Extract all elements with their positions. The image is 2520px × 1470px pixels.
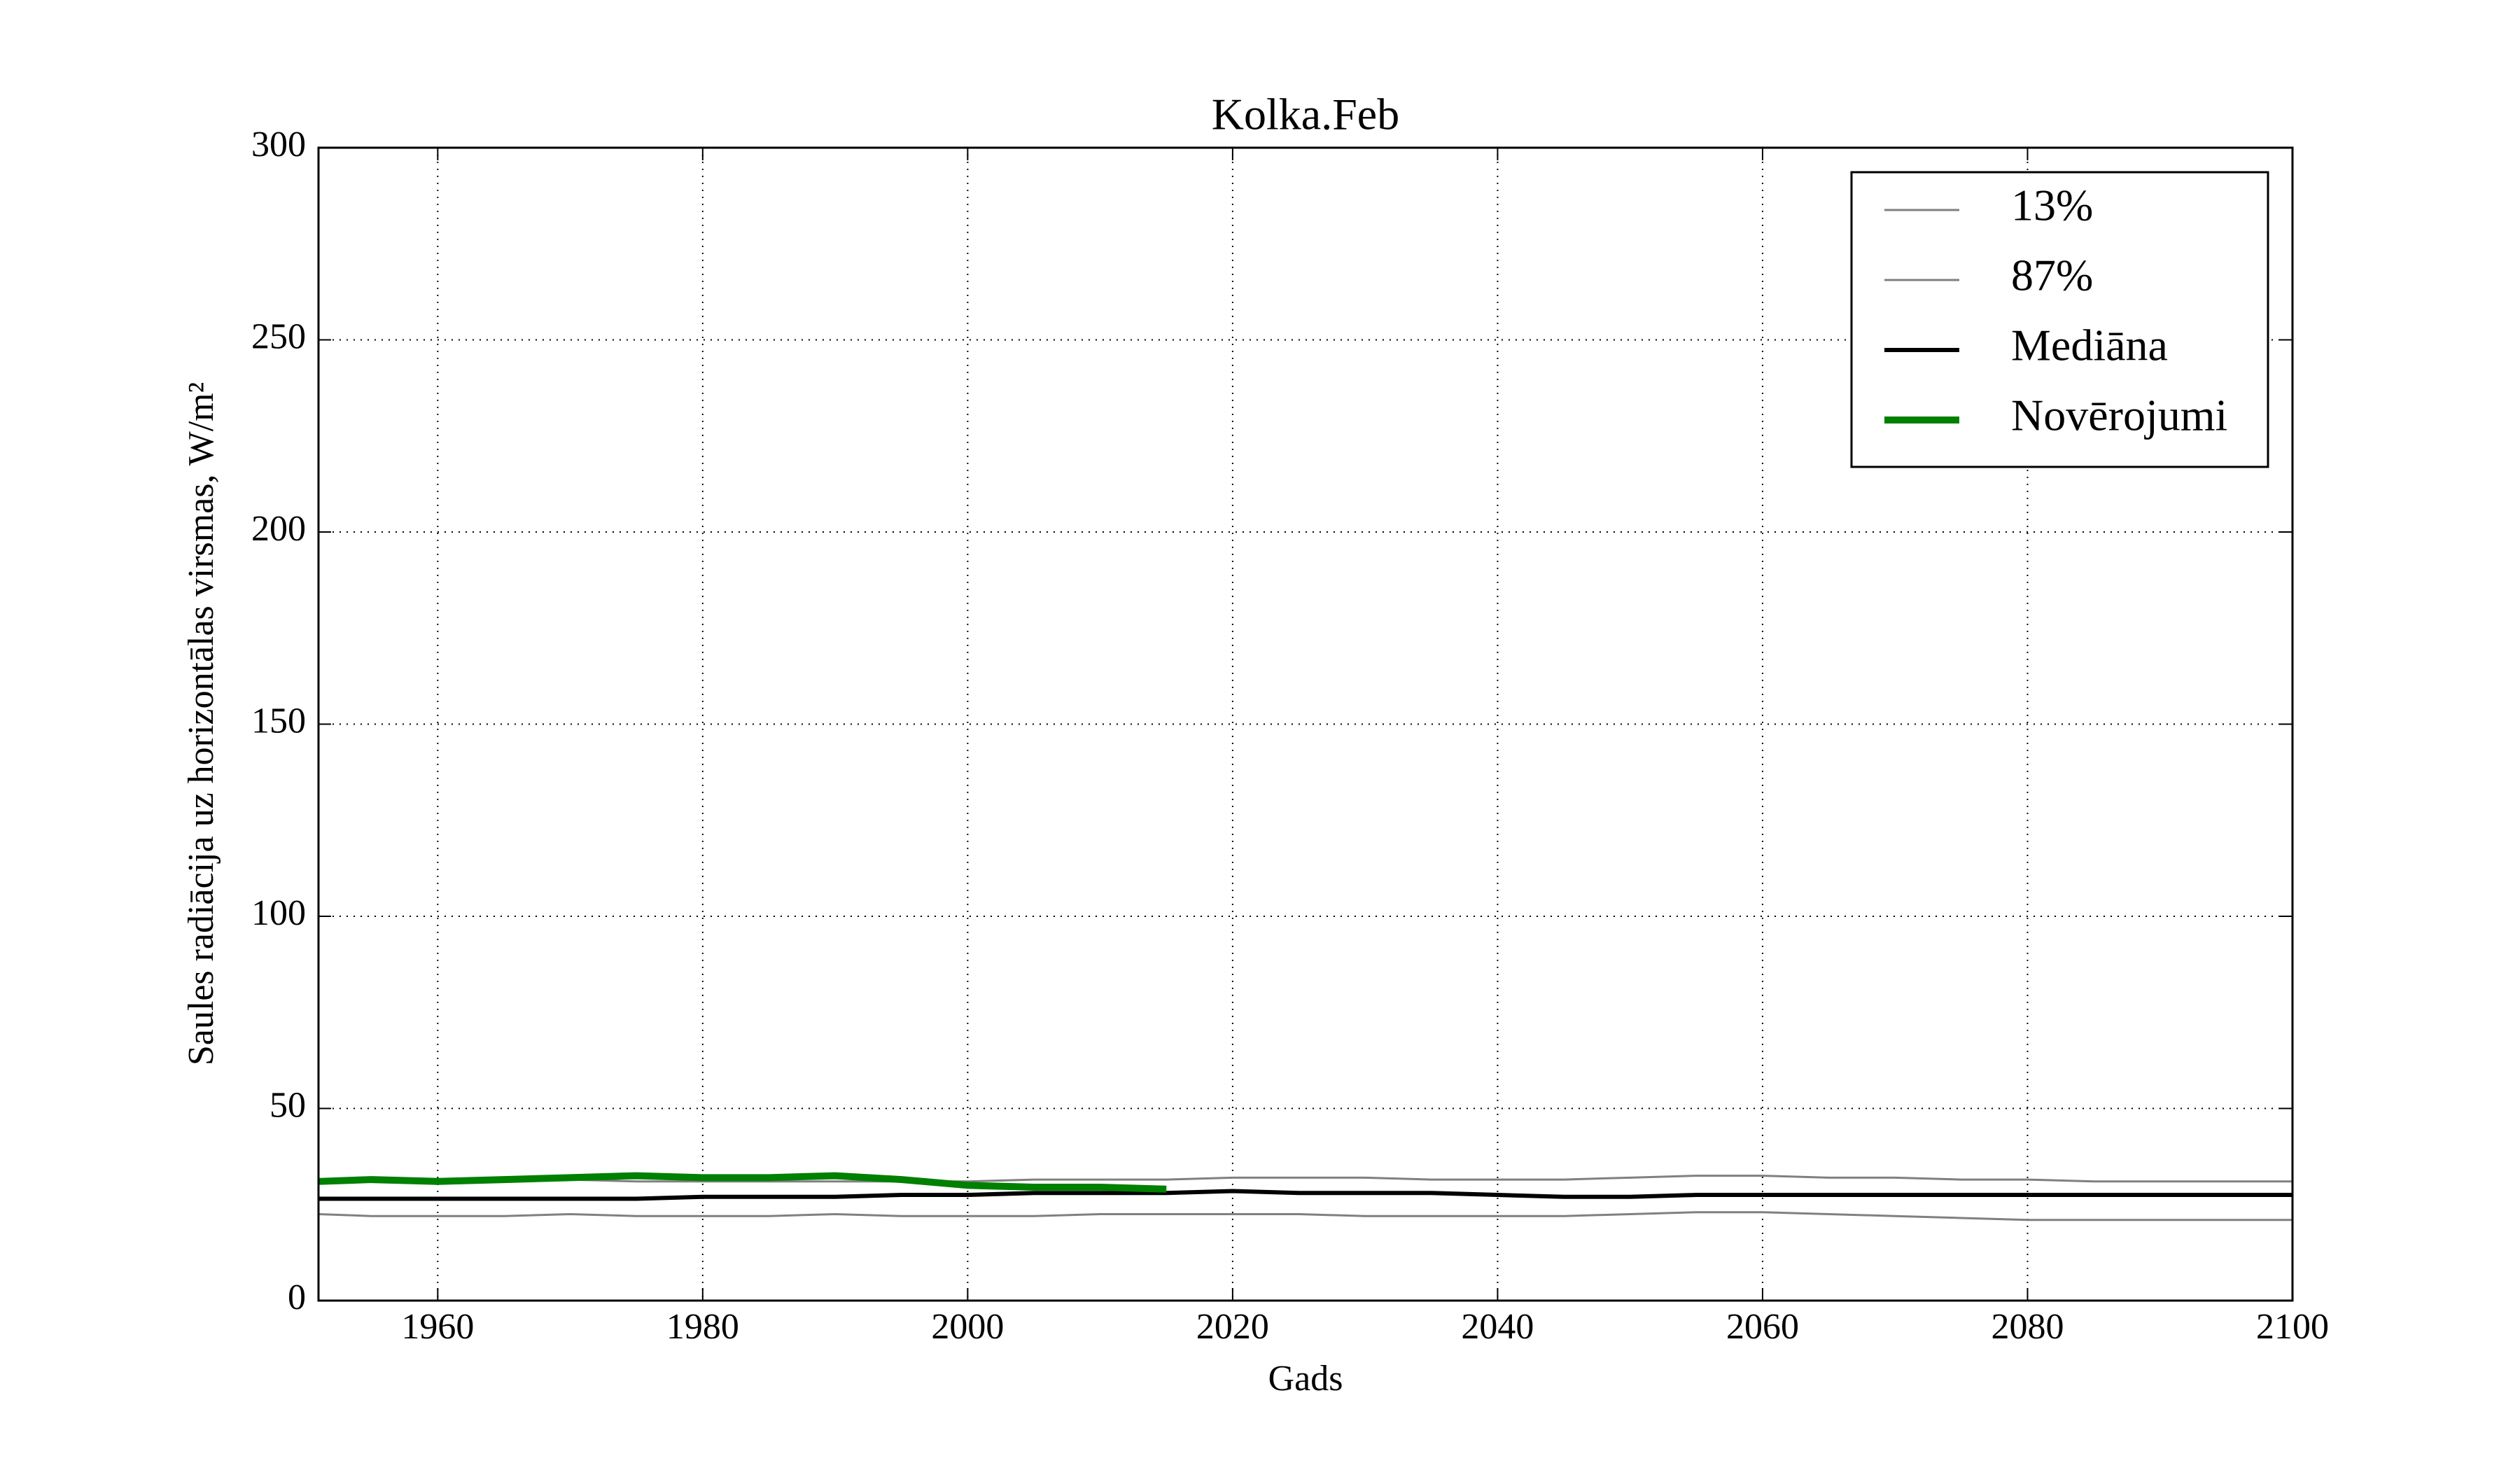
y-tick-label: 200 xyxy=(251,509,306,549)
x-tick-label: 2020 xyxy=(1196,1307,1269,1347)
y-tick-label: 300 xyxy=(251,125,306,164)
legend-label: 87% xyxy=(2011,251,2093,300)
y-tick-label: 0 xyxy=(288,1278,306,1317)
legend-label: 13% xyxy=(2011,181,2093,230)
x-tick-label: 2000 xyxy=(931,1307,1004,1347)
y-tick-label: 150 xyxy=(251,701,306,741)
y-axis-label: Saules radiācija uz horizontālas virsmas… xyxy=(181,382,221,1065)
y-tick-label: 50 xyxy=(270,1085,306,1125)
legend-label: Mediāna xyxy=(2011,321,2168,370)
y-tick-label: 100 xyxy=(251,893,306,933)
series-line xyxy=(318,1172,1167,1193)
x-tick-label: 2060 xyxy=(1726,1307,1799,1347)
x-tick-label: 2040 xyxy=(1461,1307,1534,1347)
x-tick-label: 1980 xyxy=(666,1307,739,1347)
x-axis-label: Gads xyxy=(1268,1359,1343,1399)
series-line xyxy=(318,1175,2292,1183)
series-line xyxy=(318,1211,2292,1222)
chart-title: Kolka.Feb xyxy=(1212,90,1399,139)
series-line xyxy=(318,1189,2292,1201)
x-tick-label: 2100 xyxy=(2256,1307,2329,1347)
x-tick-label: 2080 xyxy=(1991,1307,2064,1347)
y-tick-label: 250 xyxy=(251,316,306,356)
plot-frame xyxy=(317,146,2294,1302)
x-tick-label: 1960 xyxy=(401,1307,474,1347)
legend-label: Novērojumi xyxy=(2011,391,2227,440)
